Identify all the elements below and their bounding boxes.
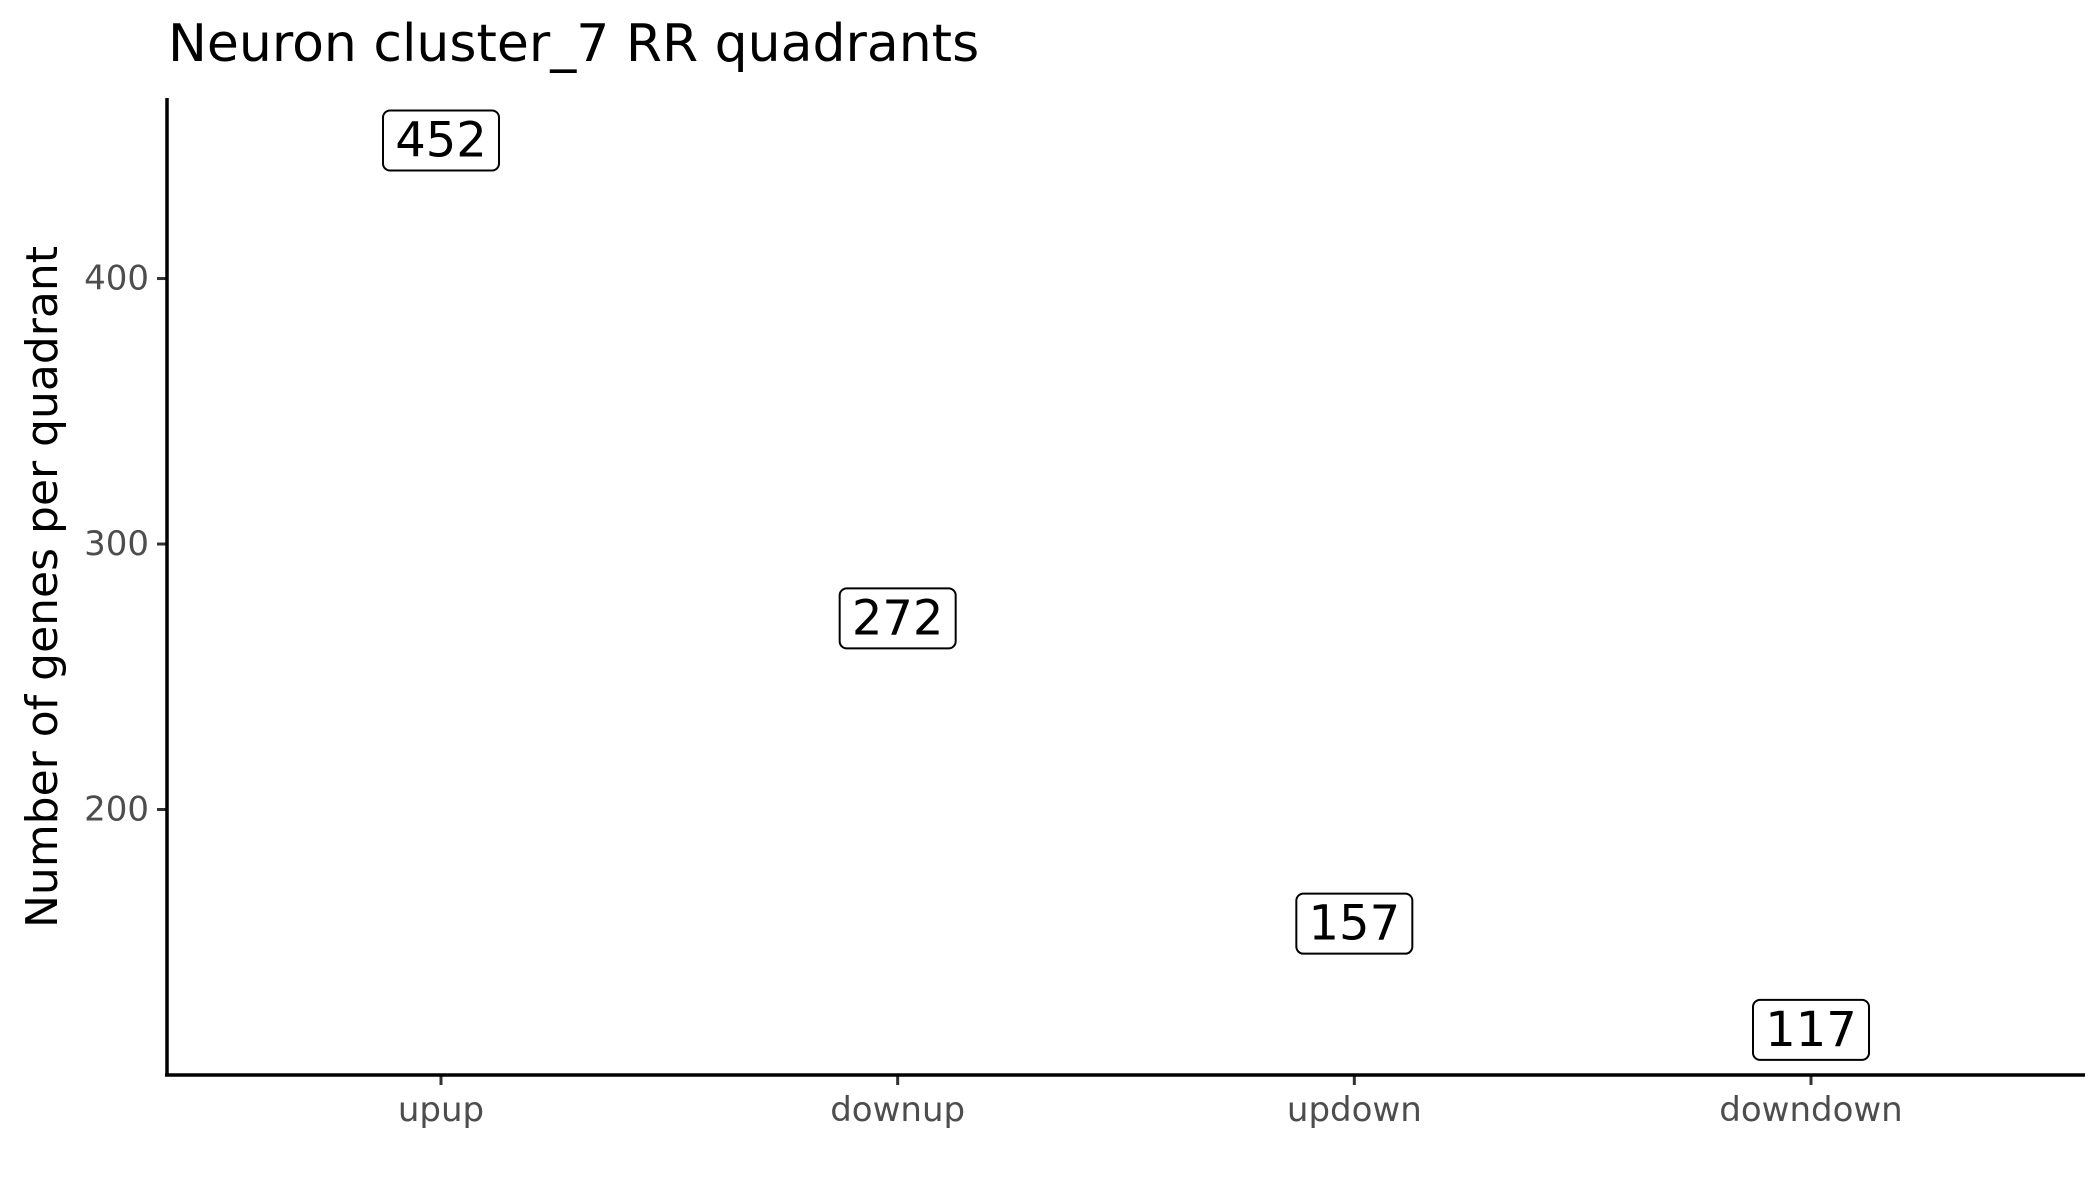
data-point: 117	[1752, 998, 1870, 1061]
y-tick-label: 200	[84, 790, 149, 830]
x-tick-label: downdown	[1719, 1090, 1902, 1130]
x-tick-label: downup	[830, 1090, 965, 1130]
y-axis-title: Number of genes per quadrant	[17, 246, 68, 928]
y-tick-label: 300	[84, 524, 149, 564]
data-label-box	[1752, 998, 1870, 1061]
y-tick-label: 400	[84, 259, 149, 299]
y-axis-ticks: 200 300 400	[84, 259, 167, 830]
data-label: 117	[1765, 1002, 1857, 1058]
x-tick-label: updown	[1287, 1090, 1422, 1130]
x-tick-label: upup	[398, 1090, 484, 1130]
x-axis-ticks: upup downup updown downdown	[398, 1075, 1903, 1130]
data-label-box	[382, 109, 500, 172]
data-labels: 452 272 157 117	[382, 109, 1870, 1061]
data-label: 272	[852, 590, 944, 646]
data-label: 452	[395, 112, 487, 168]
data-label: 157	[1309, 896, 1401, 952]
data-label-box	[1295, 892, 1414, 955]
data-point: 157	[1295, 892, 1414, 955]
data-point: 272	[838, 587, 957, 650]
chart-title: Neuron cluster_7 RR quadrants	[168, 14, 979, 74]
data-label-box	[838, 587, 957, 650]
data-point: 452	[382, 109, 500, 172]
